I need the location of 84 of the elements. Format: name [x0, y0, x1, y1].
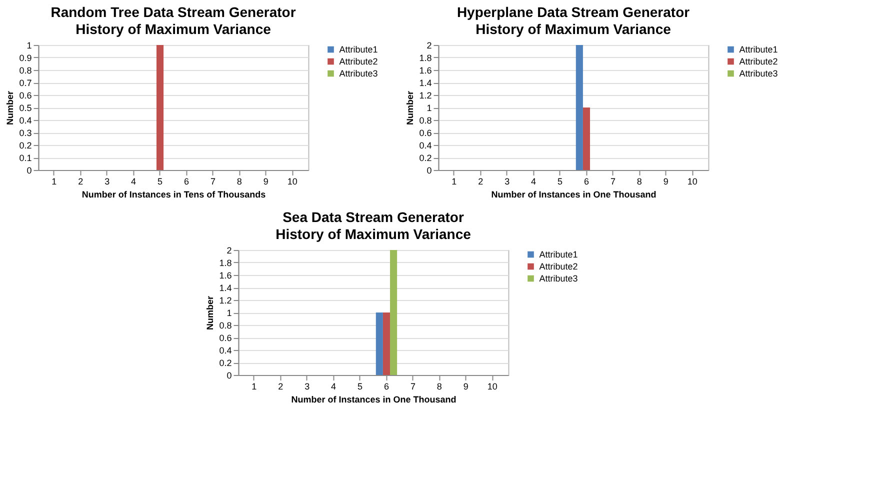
- y-tick-label: 0.5: [19, 103, 32, 113]
- y-tick-label: 0: [226, 370, 232, 380]
- y-axis-title: Number: [405, 90, 416, 126]
- legend-label: Attribute3: [339, 68, 378, 78]
- y-axis-title: Number: [5, 90, 16, 126]
- y-tick-label: 1: [426, 103, 432, 113]
- y-tick-label: 0.7: [19, 78, 32, 88]
- x-tick-label: 1: [452, 176, 457, 186]
- x-tick-label: 10: [487, 382, 498, 392]
- y-tick-label: 0.8: [19, 66, 32, 76]
- x-tick-label: 8: [636, 176, 642, 186]
- chart-title: Hyperplane Data Stream Generator: [456, 4, 690, 20]
- x-tick-label: 6: [584, 176, 589, 186]
- x-axis-title: Number of Instances in Tens of Thousands: [82, 190, 266, 200]
- legend-label: Attribute2: [739, 56, 778, 66]
- y-tick-label: 0.3: [19, 128, 32, 138]
- x-tick-label: 3: [104, 176, 110, 186]
- x-tick-label: 7: [210, 176, 216, 186]
- legend-label: Attribute3: [539, 274, 578, 284]
- x-tick-label: 9: [663, 176, 668, 186]
- legend-label: Attribute2: [539, 262, 578, 272]
- y-tick-label: 0.6: [219, 333, 232, 343]
- x-tick-label: 3: [304, 382, 310, 392]
- y-tick-label: 1.8: [419, 53, 432, 63]
- y-tick-label: 2: [426, 40, 432, 50]
- legend-label: Attribute1: [539, 250, 578, 260]
- x-tick-label: 7: [610, 176, 616, 186]
- y-tick-label: 0.8: [219, 320, 232, 330]
- legend-label: Attribute3: [739, 68, 778, 78]
- x-axis-title: Number of Instances in One Thousand: [491, 190, 656, 200]
- y-axis-title: Number: [205, 296, 216, 330]
- y-tick-label: 1.4: [219, 283, 232, 293]
- y-tick-label: 1.6: [419, 66, 432, 76]
- x-tick-label: 10: [687, 176, 698, 186]
- x-tick-label: 3: [504, 176, 510, 186]
- x-tick-label: 6: [184, 176, 189, 186]
- y-tick-label: 0.4: [219, 346, 232, 356]
- x-tick-label: 9: [263, 176, 268, 186]
- chart-subtitle: History of Maximum Variance: [276, 226, 472, 242]
- y-tick-label: 0.2: [419, 153, 432, 163]
- legend-label: Attribute2: [339, 56, 378, 66]
- x-tick-label: 2: [78, 176, 84, 186]
- chart-subtitle: History of Maximum Variance: [476, 21, 672, 37]
- x-tick-label: 5: [558, 176, 563, 186]
- y-tick-label: 0.4: [19, 116, 32, 126]
- y-tick-label: 0.4: [419, 140, 432, 150]
- x-tick-label: 9: [463, 382, 468, 392]
- chart-title: Random Tree Data Stream Generator: [50, 4, 296, 20]
- y-tick-label: 1.2: [419, 90, 432, 100]
- y-tick-label: 0.9: [19, 53, 32, 63]
- x-tick-label: 5: [358, 382, 363, 392]
- x-tick-label: 1: [252, 382, 257, 392]
- y-tick-label: 1: [226, 308, 232, 318]
- x-tick-label: 1: [52, 176, 57, 186]
- x-tick-label: 5: [158, 176, 163, 186]
- y-tick-label: 1.2: [219, 296, 232, 306]
- x-tick-label: 10: [287, 176, 298, 186]
- y-tick-label: 0: [26, 166, 32, 176]
- x-tick-label: 4: [131, 176, 136, 186]
- x-tick-label: 4: [531, 176, 536, 186]
- x-axis-title: Number of Instances in One Thousand: [291, 394, 456, 404]
- y-tick-label: 0.8: [419, 116, 432, 126]
- y-tick-label: 1.6: [219, 270, 232, 280]
- x-tick-label: 6: [384, 382, 389, 392]
- chart-subtitle: History of Maximum Variance: [76, 21, 272, 37]
- x-tick-label: 7: [410, 382, 416, 392]
- x-tick-label: 2: [278, 382, 284, 392]
- x-tick-label: 2: [478, 176, 484, 186]
- y-tick-label: 2: [226, 246, 232, 256]
- x-tick-label: 8: [236, 176, 242, 186]
- y-tick-label: 0.6: [19, 90, 32, 100]
- legend-label: Attribute1: [739, 44, 778, 54]
- y-tick-label: 1.4: [419, 78, 432, 88]
- y-tick-label: 0.2: [219, 358, 232, 368]
- legend-label: Attribute1: [339, 44, 378, 54]
- y-tick-label: 0.6: [419, 128, 432, 138]
- y-tick-label: 1: [26, 40, 32, 50]
- x-tick-label: 8: [436, 382, 442, 392]
- y-tick-label: 0.1: [19, 153, 32, 163]
- y-tick-label: 1.8: [219, 258, 232, 268]
- y-tick-label: 0.2: [19, 140, 32, 150]
- chart-title: Sea Data Stream Generator: [282, 209, 464, 225]
- y-tick-label: 0: [426, 166, 432, 176]
- x-tick-label: 4: [331, 382, 336, 392]
